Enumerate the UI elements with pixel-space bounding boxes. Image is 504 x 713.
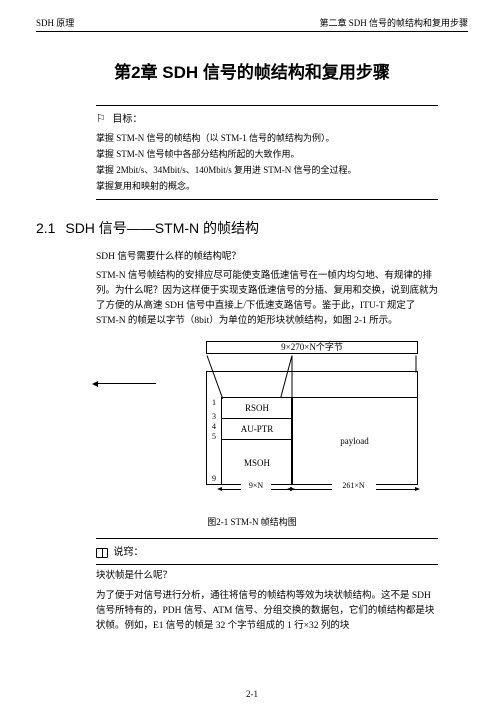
row-number: 9: [212, 475, 216, 483]
flag-icon: ⚐: [96, 113, 106, 125]
figure-caption: 图2-1 STM-N 帧结构图: [36, 515, 468, 528]
goals-label-text: 目标：: [112, 114, 142, 125]
note-question: 块状帧是什么呢？: [96, 569, 438, 584]
goal-item: 掌握复用和映射的概念。: [96, 178, 438, 194]
diagram-line: [416, 356, 417, 373]
payload-cell: payload: [291, 397, 418, 485]
page-number: 2-1: [0, 689, 504, 699]
goal-item: 掌握 2Mbit/s、34Mbit/s、140Mbit/s 复用进 STM-N …: [96, 162, 438, 178]
note-label: 说窍：: [96, 543, 438, 558]
header-left: SDH 原理: [36, 16, 74, 29]
figure-stmn-frame: 9×270×N个字节 1 3 4 5 9 RSOH AU-PTR MSOH pa…: [96, 341, 438, 511]
measure-left: 9×N: [241, 482, 271, 490]
note-paragraph: 为了便于对信号进行分析，通往将信号的帧结构等效为块状帧结构。这不是 SDH 信号…: [96, 589, 438, 635]
section-heading: SDH 信号——STM-N 的帧结构: [65, 220, 259, 236]
section-question: SDH 信号需要什么样的帧结构呢？: [96, 250, 438, 265]
msoh-cell: MSOH: [222, 440, 292, 486]
chapter-title: 第2章 SDH 信号的帧结构和复用步骤: [36, 58, 468, 83]
row-number: 1: [212, 399, 216, 407]
figure-top-label: 9×270×N个字节: [206, 341, 418, 354]
row-number: 4: [212, 423, 216, 431]
section-title: 2.1 SDH 信号——STM-N 的帧结构: [36, 218, 468, 238]
section-paragraph: STM-N 信号帧结构的安排应尽可能使支路低速信号在一帧内均匀地、有规律的排列。…: [96, 269, 438, 330]
measure-right: 261×N: [332, 482, 376, 490]
arrow-left-icon: [96, 383, 156, 384]
goals-label: ⚐ 目标：: [96, 110, 438, 130]
header-right: 第二章 SDH 信号的帧结构和复用步骤: [319, 16, 468, 29]
overhead-box: RSOH AU-PTR MSOH: [221, 397, 293, 485]
rsoh-cell: RSOH: [222, 398, 292, 419]
book-icon: [96, 548, 108, 558]
row-number: 3: [212, 413, 216, 421]
goal-item: 掌握 STM-N 信号帧中各部分结构所起的大致作用。: [96, 146, 438, 162]
row-number: 5: [212, 433, 216, 441]
section-number: 2.1: [36, 220, 55, 236]
goal-item: 掌握 STM-N 信号的帧结构（以 STM-1 信号的帧结构为例）。: [96, 130, 438, 146]
note-label-text: 说窍：: [114, 547, 144, 558]
auptr-cell: AU-PTR: [222, 419, 292, 440]
